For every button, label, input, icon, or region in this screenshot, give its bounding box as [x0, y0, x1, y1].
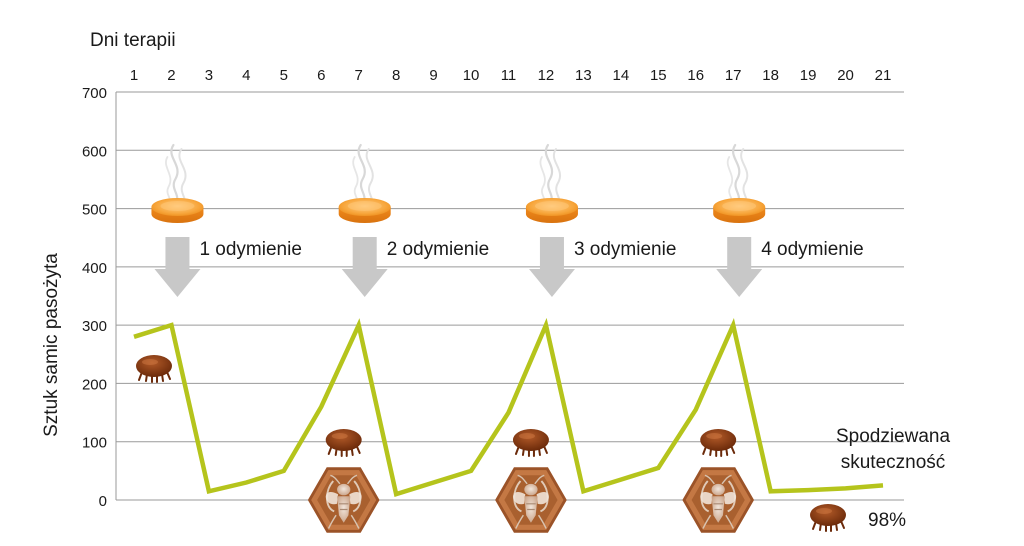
- x-tick-label: 8: [392, 67, 400, 84]
- y-axis-title: Sztuk samic pasożyta: [41, 253, 62, 437]
- y-tick-label: 0: [99, 493, 107, 510]
- x-tick-label: 13: [575, 67, 592, 84]
- x-tick-label: 20: [837, 67, 854, 84]
- smoking-tablet-icon: [150, 143, 205, 225]
- treatment-label: 1 odymienie: [199, 239, 301, 260]
- bee-cell-icon: [682, 467, 754, 533]
- treatments: 1 odymienie 2 odymienie 3 odymienie 4 odymi…: [150, 143, 864, 297]
- x-tick-label: 7: [355, 67, 363, 84]
- x-tick-label: 21: [875, 67, 892, 84]
- x-tick-labels: 1 2 3 4 5 6 7 8 9 10 11 12 13 14 15 16 17 18 19 20 21: [130, 67, 892, 84]
- x-tick-label: 18: [762, 67, 779, 84]
- treatment-label: 4 odymienie: [761, 239, 863, 260]
- x-tick-label: 1: [130, 67, 138, 84]
- smoking-tablet-icon: [712, 143, 767, 225]
- treatment-label: 2 odymienie: [387, 239, 489, 260]
- x-tick-label: 5: [280, 67, 288, 84]
- x-tick-label: 6: [317, 67, 325, 84]
- x-tick-label: 16: [687, 67, 704, 84]
- efficacy-label-line2: skuteczność: [841, 452, 946, 473]
- gridlines: [115, 91, 904, 501]
- mite-icon: [511, 428, 550, 457]
- y-tick-label: 200: [82, 376, 107, 393]
- x-tick-label: 9: [429, 67, 437, 84]
- bee-cell-icon: [308, 467, 380, 533]
- x-axis-title: Dni terapii: [90, 30, 176, 51]
- y-tick-label: 600: [82, 143, 107, 160]
- y-tick-label: 100: [82, 435, 107, 452]
- x-tick-label: 4: [242, 67, 250, 84]
- smoking-tablet-icon: [337, 143, 392, 225]
- y-tick-label: 400: [82, 260, 107, 277]
- series: [133, 317, 884, 498]
- series-line: [133, 317, 884, 498]
- decorations: [135, 354, 754, 533]
- mite-icon: [809, 503, 847, 532]
- x-tick-label: 12: [538, 67, 555, 84]
- x-tick-label: 3: [205, 67, 213, 84]
- y-tick-label: 500: [82, 202, 107, 219]
- mite-icon: [699, 428, 738, 457]
- x-tick-label: 15: [650, 67, 667, 84]
- x-tick-label: 11: [501, 67, 517, 84]
- treatment-label: 3 odymienie: [574, 239, 676, 260]
- y-tick-label: 300: [82, 318, 107, 335]
- x-tick-label: 17: [725, 67, 742, 84]
- smoking-tablet-icon: [524, 143, 580, 225]
- bee-cell-icon: [495, 467, 567, 533]
- y-tick-labels: 0 100 200 300 400 500 600 700: [82, 85, 107, 510]
- y-tick-label: 700: [82, 85, 107, 102]
- x-tick-label: 10: [463, 67, 480, 84]
- x-tick-label: 19: [800, 67, 817, 84]
- mite-icon: [324, 428, 363, 457]
- x-tick-label: 14: [613, 67, 630, 84]
- efficacy-value: 98%: [868, 510, 906, 531]
- x-tick-label: 2: [167, 67, 175, 84]
- mite-icon: [135, 354, 173, 383]
- efficacy-label-line1: Spodziewana: [836, 426, 951, 447]
